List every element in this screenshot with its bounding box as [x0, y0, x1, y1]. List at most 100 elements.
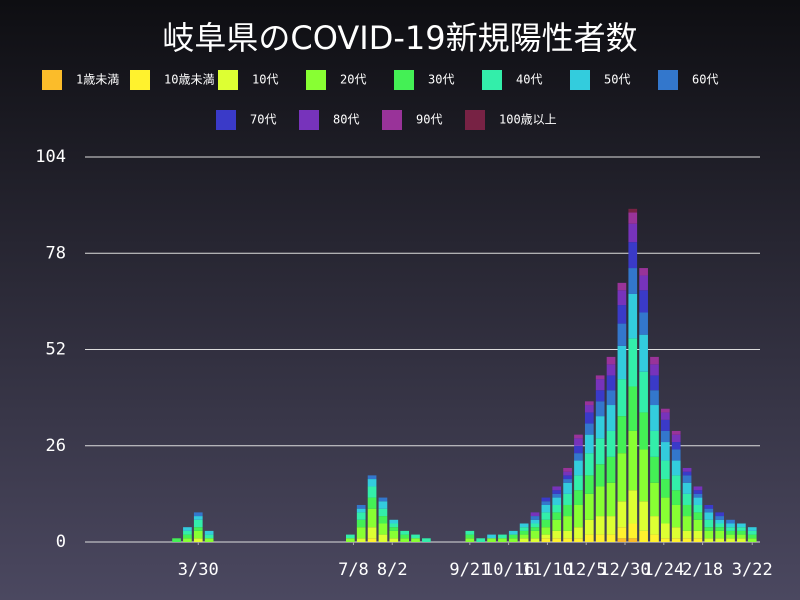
bar-segment — [563, 504, 572, 517]
bar-segment — [693, 490, 703, 494]
bar-segment — [346, 538, 355, 542]
bar-segment — [595, 516, 605, 535]
legend-label: 20代 — [340, 73, 366, 87]
bar-segment — [422, 538, 431, 542]
legend-swatch — [658, 70, 678, 90]
bar-segment — [650, 356, 659, 365]
bar-segment — [563, 516, 572, 531]
bar-segment — [204, 530, 214, 535]
bar-segment — [541, 538, 551, 542]
bar-segment — [682, 504, 692, 517]
bar-segment — [584, 534, 594, 542]
bar-segment — [682, 471, 692, 476]
bar-segment — [541, 534, 551, 539]
bar-segment — [617, 416, 627, 454]
bar-segment — [519, 523, 529, 528]
bar-segment — [715, 527, 724, 531]
bar-segment — [487, 538, 496, 542]
bar-segment — [617, 323, 627, 346]
bar-segment — [628, 212, 638, 224]
bar-segment — [465, 530, 475, 535]
bar-segment — [606, 405, 616, 431]
bar-segment — [378, 534, 388, 542]
bar-segment — [617, 290, 627, 306]
legend-label: 90代 — [416, 113, 442, 127]
bar-segment — [682, 475, 692, 483]
bar-segment — [574, 504, 583, 528]
bar-segment — [628, 293, 638, 339]
bar-segment — [747, 530, 757, 535]
bar-segment — [574, 434, 583, 439]
bar-segment — [541, 512, 551, 520]
bar-segment — [193, 516, 203, 520]
bar-segment — [682, 482, 692, 494]
bar-segment — [726, 538, 735, 542]
bar-segment — [606, 390, 616, 406]
legend-label: 50代 — [604, 73, 630, 87]
bar-segment — [519, 538, 529, 542]
bar-segment — [671, 449, 681, 461]
bar-segment — [671, 538, 681, 542]
bar-segment — [172, 538, 181, 542]
bar-segment — [628, 242, 638, 269]
bar-segment — [715, 512, 724, 517]
bar-segment — [541, 497, 551, 502]
chart-title: 岐阜県のCOVID-19新規陽性者数 — [162, 19, 637, 57]
bar-segment — [693, 497, 703, 505]
bar-segment — [378, 501, 388, 509]
legend-label: 10代 — [252, 73, 278, 87]
legend-swatch — [570, 70, 590, 90]
bar-segment — [715, 523, 724, 528]
bar-segment — [584, 453, 594, 476]
bar-segment — [650, 405, 659, 431]
bar-segment — [204, 534, 214, 539]
bar-segment — [378, 516, 388, 524]
bar-segment — [389, 519, 399, 524]
bar-segment — [661, 538, 670, 542]
legend-label: 70代 — [250, 113, 276, 127]
bar-segment — [737, 523, 746, 528]
bar-segment — [574, 490, 583, 505]
bar-segment — [606, 375, 616, 391]
bar-segment — [465, 534, 475, 539]
bar-segment — [552, 486, 562, 491]
bar-segment — [704, 508, 714, 513]
bar-segment — [715, 516, 724, 520]
bar-segment — [737, 530, 746, 535]
bar-segment — [671, 442, 681, 450]
bar-segment — [617, 345, 627, 380]
bar-segment — [661, 497, 670, 524]
bar-segment — [628, 490, 638, 524]
y-tick-label: 26 — [46, 436, 66, 456]
bar-segment — [715, 538, 724, 542]
bar-segment — [574, 527, 583, 539]
bar-segment — [183, 530, 192, 535]
legend-label: 40代 — [516, 73, 542, 87]
bar-segment — [400, 538, 409, 542]
bar-segment — [704, 538, 714, 542]
bar-segment — [574, 475, 583, 491]
bar-segment — [661, 523, 670, 539]
bar-segment — [639, 312, 648, 335]
bar-segment — [650, 430, 659, 457]
bar-segment — [704, 512, 714, 520]
bar-segment — [595, 464, 605, 487]
bar-segment — [498, 538, 507, 542]
legend-swatch — [42, 70, 62, 90]
bar-segment — [552, 538, 562, 542]
bar-segment — [661, 460, 670, 480]
bar-segment — [356, 527, 366, 539]
bar-segment — [639, 290, 648, 313]
legend-label: 10歳未満 — [164, 73, 214, 87]
bar-segment — [367, 486, 377, 498]
legend-swatch — [130, 70, 150, 90]
bar-segment — [389, 530, 399, 539]
bar-segment — [389, 523, 399, 528]
bar-segment — [552, 493, 562, 498]
bar-segment — [356, 512, 366, 520]
bar-segment — [541, 527, 551, 535]
bar-segment — [584, 493, 594, 520]
bar-segment — [617, 501, 627, 528]
bar-segment — [661, 479, 670, 498]
y-tick-label: 78 — [46, 243, 66, 263]
